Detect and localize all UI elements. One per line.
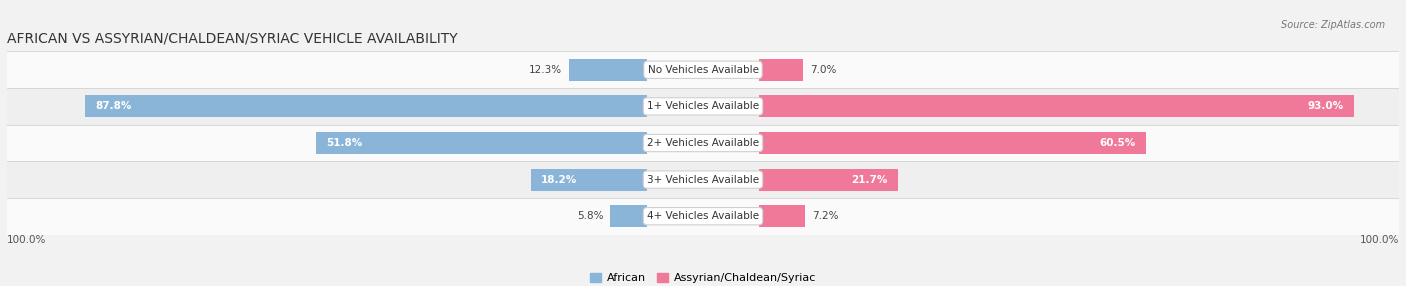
Text: 2+ Vehicles Available: 2+ Vehicles Available [647, 138, 759, 148]
Text: 87.8%: 87.8% [96, 102, 132, 111]
Text: 18.2%: 18.2% [541, 175, 578, 184]
Bar [759, 96, 1354, 117]
Text: Source: ZipAtlas.com: Source: ZipAtlas.com [1281, 20, 1385, 30]
Bar [7, 51, 1399, 88]
Bar [759, 132, 1146, 154]
Text: 3+ Vehicles Available: 3+ Vehicles Available [647, 175, 759, 184]
Text: 100.0%: 100.0% [7, 235, 46, 245]
Text: 12.3%: 12.3% [529, 65, 561, 75]
Text: 1+ Vehicles Available: 1+ Vehicles Available [647, 102, 759, 111]
Bar [7, 161, 1399, 198]
Text: 100.0%: 100.0% [1360, 235, 1399, 245]
Bar [86, 96, 647, 117]
Text: 51.8%: 51.8% [326, 138, 363, 148]
Text: 5.8%: 5.8% [576, 211, 603, 221]
Bar [759, 169, 897, 190]
Text: 7.0%: 7.0% [810, 65, 837, 75]
Text: 21.7%: 21.7% [851, 175, 887, 184]
Bar [759, 59, 803, 81]
Bar [7, 125, 1399, 161]
Bar [7, 198, 1399, 235]
Bar [610, 205, 647, 227]
Text: 60.5%: 60.5% [1099, 138, 1136, 148]
Bar [759, 205, 804, 227]
Bar [7, 88, 1399, 125]
Bar [568, 59, 647, 81]
Text: 93.0%: 93.0% [1308, 102, 1344, 111]
Text: No Vehicles Available: No Vehicles Available [648, 65, 758, 75]
Legend: African, Assyrian/Chaldean/Syriac: African, Assyrian/Chaldean/Syriac [585, 268, 821, 286]
Text: 7.2%: 7.2% [811, 211, 838, 221]
Text: AFRICAN VS ASSYRIAN/CHALDEAN/SYRIAC VEHICLE AVAILABILITY: AFRICAN VS ASSYRIAN/CHALDEAN/SYRIAC VEHI… [7, 32, 458, 46]
Text: 4+ Vehicles Available: 4+ Vehicles Available [647, 211, 759, 221]
Bar [316, 132, 647, 154]
Bar [531, 169, 647, 190]
